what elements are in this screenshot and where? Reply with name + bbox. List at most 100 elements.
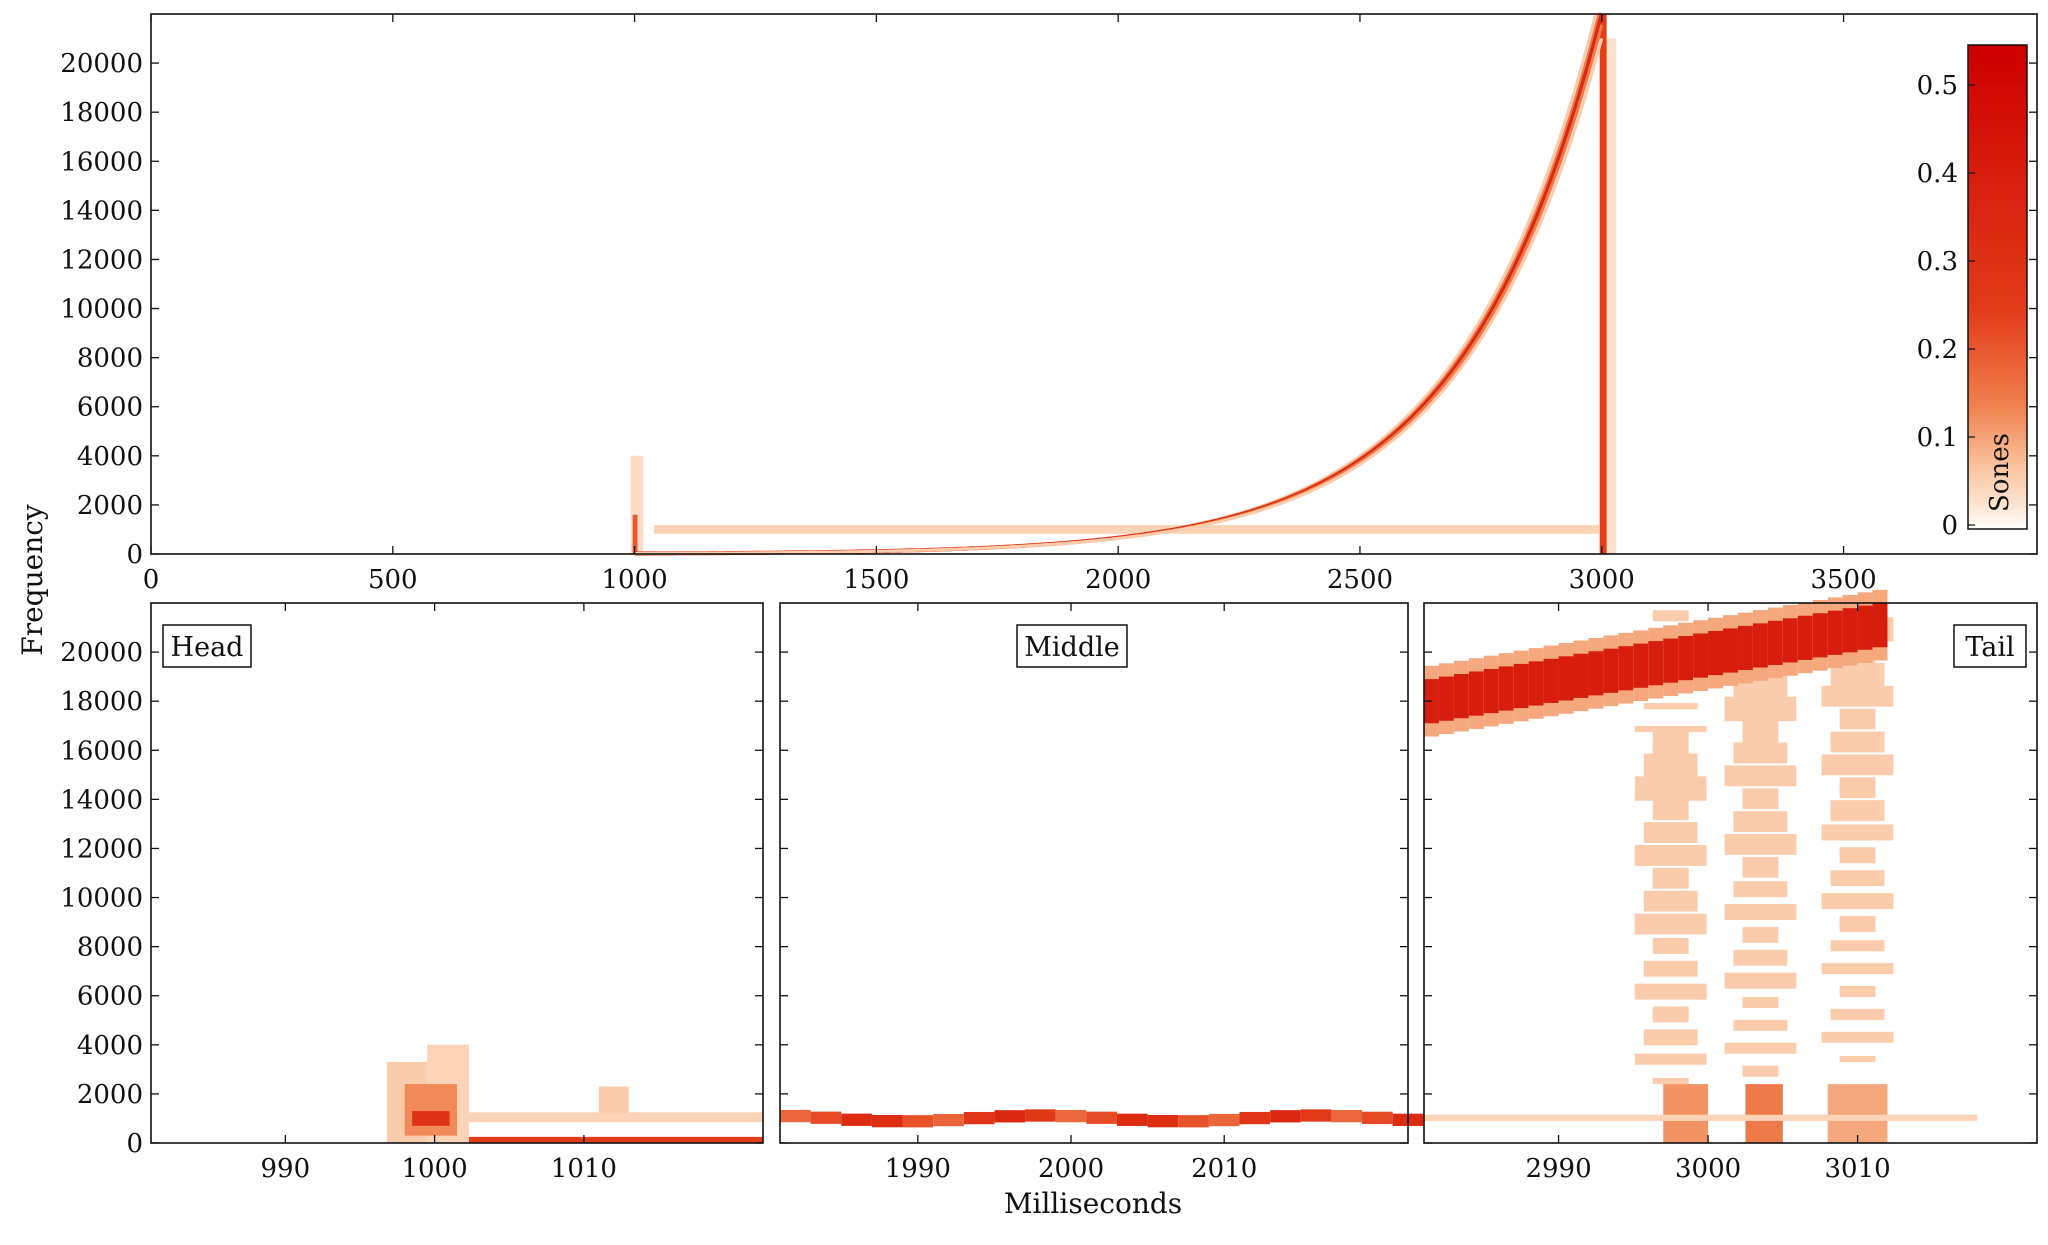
overview-plot-area: [151, 14, 2037, 554]
tail-scatter-cell: [1733, 742, 1788, 764]
tail-scatter-cell: [1733, 1019, 1788, 1031]
tail-scatter-cell: [1839, 985, 1876, 998]
tail-scatter-cell: [1652, 610, 1689, 622]
tail-scatter-cell: [1643, 822, 1698, 843]
overview-x-tick-label: 500: [368, 565, 418, 595]
overview-y-tick-label: 0: [126, 540, 143, 570]
tail-scatter-cell: [1724, 904, 1797, 921]
head-x-tick-label: 990: [261, 1154, 311, 1184]
tail-scatter-cell: [1733, 881, 1788, 898]
head-y-tick-label: 20000: [60, 638, 143, 668]
tail-scatter-cell: [1724, 696, 1797, 718]
sweep-line: [634, 37, 1604, 555]
head-y-tick-label: 4000: [77, 1031, 143, 1061]
tail-scatter-cell: [1652, 730, 1689, 752]
head-y-tick-label: 18000: [60, 687, 143, 717]
tail-sweep-core: [1633, 643, 1649, 688]
tail-scatter-cell: [1830, 870, 1885, 887]
tail-scatter-cell: [1652, 937, 1689, 954]
tail-scatter-cell: [1830, 662, 1885, 684]
middle-band-cell: [1300, 1109, 1332, 1122]
tail-sweep-core: [1678, 636, 1694, 681]
tail-scatter-cell: [1830, 731, 1885, 753]
middle-label-box: [1016, 624, 1128, 668]
middle-frame: [779, 602, 1409, 1144]
tail-sweep-core: [1513, 663, 1529, 709]
overview-y-tick-label: 8000: [77, 344, 143, 374]
tail-scatter-cell: [1634, 983, 1707, 1000]
middle-band-cell: [994, 1110, 1026, 1123]
tail-scatter-cell: [1643, 703, 1698, 710]
tail-scatter-cell: [1839, 1056, 1876, 1063]
colorbar-tick-label: 0: [1941, 511, 1958, 541]
tail-sweep-core: [1603, 648, 1619, 693]
tail-scatter-cell: [1821, 685, 1894, 707]
overview-y-tick-label: 16000: [60, 147, 143, 177]
tail-sweep-core: [1752, 623, 1768, 668]
tail-scatter-cell: [1634, 844, 1707, 866]
tail-scatter-cell: [1742, 926, 1779, 943]
tail-scatter-cell: [1652, 1077, 1689, 1085]
tail-scatter-cell: [1652, 748, 1689, 755]
tone-band: [653, 525, 1602, 534]
colorbar-tick-label: 0.2: [1917, 335, 1958, 365]
tail-scatter-cell: [1839, 777, 1876, 799]
middle-band-cell: [1331, 1109, 1363, 1123]
tail-label-box: [1953, 624, 2027, 668]
colorbar-label: Sones: [1985, 433, 2015, 512]
overview-y-tick-label: 14000: [60, 196, 143, 226]
tail-scatter-cell: [1821, 754, 1894, 776]
tail-sweep-core: [1588, 651, 1604, 696]
tail-scatter-cell: [1634, 1053, 1707, 1065]
tail-scatter-cell: [1634, 794, 1707, 801]
middle-band-cell: [933, 1113, 964, 1127]
tail-sweep-core: [1468, 671, 1484, 716]
tail-label: Tail: [1965, 632, 2014, 663]
tail-panel: 2990 3000 3010 Tail: [1423, 589, 2038, 1184]
head-panel: 990 1000 1010 0 2000 4000 6000 8000 10000 12000 14…: [60, 602, 764, 1184]
middle-band-cell: [871, 1115, 903, 1128]
tail-sweep-core: [1857, 605, 1873, 650]
offset-click-core: [1599, 14, 1607, 554]
overview-panel: 0 500 1000 1500 2000 2500 3000 3500 0 2000 4000 600…: [60, 12, 2038, 595]
tail-scatter-cell: [1742, 788, 1779, 810]
tail-sweep-core: [1827, 610, 1843, 655]
tail-sweep-core: [1438, 676, 1454, 721]
tail-scatter-cell: [1643, 960, 1698, 977]
head-y-tick-label: 2000: [77, 1080, 143, 1110]
middle-band-cell: [963, 1111, 995, 1125]
tail-sweep-core: [1663, 638, 1679, 683]
middle-x-tick-label: 2010: [1191, 1154, 1257, 1184]
tail-x-tick-label: 3000: [1675, 1154, 1741, 1184]
head-label: Head: [171, 632, 244, 663]
overview-y-tick-label: 20000: [60, 49, 143, 79]
tail-scatter-cell: [1643, 890, 1698, 912]
middle-x-tick-label: 2000: [1038, 1154, 1104, 1184]
tail-scatter-cell: [1634, 725, 1707, 733]
head-y-tick-label: 14000: [60, 785, 143, 815]
tail-sweep-core: [1782, 618, 1798, 663]
tail-sweep-core: [1453, 674, 1469, 719]
tail-sweep-core: [1483, 668, 1499, 714]
tail-sweep-core: [1872, 603, 1888, 648]
tail-scatter-cell: [1634, 776, 1707, 798]
head-y-tick-label: 6000: [77, 982, 143, 1012]
overview-y-tick-label: 18000: [60, 98, 143, 128]
x-axis-label: Milliseconds: [1004, 1187, 1182, 1220]
tail-burst: [1745, 1084, 1783, 1143]
tail-scatter-cell: [1724, 1042, 1797, 1054]
colorbar-bar: [1967, 44, 2028, 530]
head-y-tick-label: 8000: [77, 933, 143, 963]
tail-sweep-core: [1708, 630, 1724, 676]
tail-scatter-cell: [1634, 913, 1707, 935]
tail-scatter-cell: [1733, 692, 1788, 699]
tail-burst: [1663, 1084, 1709, 1143]
middle-band-cell: [1055, 1109, 1087, 1123]
tail-scatter-cell: [1830, 1008, 1885, 1020]
tail-tone: [1424, 1114, 1978, 1121]
middle-band-cell: [1239, 1111, 1271, 1125]
middle-band-cell: [1025, 1109, 1056, 1122]
tail-scatter-cell: [1821, 963, 1894, 975]
middle-band-cell: [1208, 1113, 1240, 1127]
overview-frame: [150, 13, 2038, 555]
